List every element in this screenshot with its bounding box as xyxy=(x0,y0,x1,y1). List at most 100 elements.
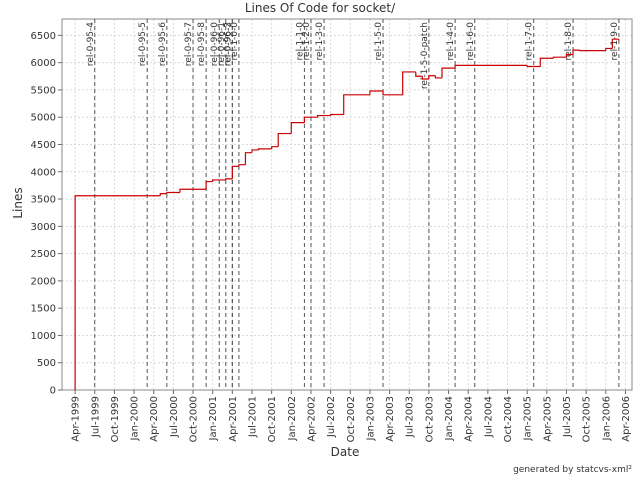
line-step xyxy=(539,57,554,67)
line-step xyxy=(244,152,252,165)
line-step xyxy=(316,114,331,118)
marker-label: rel-0-96-1 xyxy=(217,22,227,66)
y-tick-label: 5500 xyxy=(31,85,56,96)
x-tick-label: Apr-2006 xyxy=(621,396,632,442)
marker-label: rel-0-96-0 xyxy=(210,22,220,66)
x-tick-label: Apr-2005 xyxy=(542,396,553,442)
x-tick-label: Jul-2004 xyxy=(483,396,494,438)
y-tick-label: 4000 xyxy=(31,167,56,178)
marker-label: rel-0-95-5 xyxy=(138,22,148,66)
x-tick-label: Jul-2001 xyxy=(248,396,259,438)
x-tick-label: Jan-2005 xyxy=(523,396,534,441)
line-step xyxy=(251,149,259,153)
line-step xyxy=(605,47,613,51)
line-step xyxy=(402,71,416,95)
line-step xyxy=(277,132,292,147)
marker-label: rel-0-95-8 xyxy=(197,22,207,66)
x-tick-label: Jul-2005 xyxy=(562,396,573,438)
x-tick-label: Apr-2004 xyxy=(464,396,475,442)
marker-label: rel-1-8-0 xyxy=(564,22,574,61)
line-step xyxy=(428,75,436,80)
y-tick-label: 2500 xyxy=(31,249,56,260)
marker-label: rel-0-96-2 xyxy=(223,22,233,66)
marker-label: rel-1-3-0 xyxy=(315,22,325,61)
line-step xyxy=(454,64,528,69)
line-step xyxy=(74,195,161,390)
y-tick-label: 6500 xyxy=(31,31,56,42)
line-step xyxy=(526,65,541,68)
marker-label: rel-1-9-0 xyxy=(610,22,620,61)
x-tick-label: Apr-2002 xyxy=(306,396,317,442)
line-step xyxy=(611,38,619,49)
marker-label: rel-1-2-0 xyxy=(302,22,312,61)
x-tick-label: Oct-2003 xyxy=(424,396,435,442)
x-tick-label: Apr-2003 xyxy=(385,396,396,442)
marker-label: rel-1-1-0 xyxy=(295,22,305,61)
line-step xyxy=(382,91,403,96)
marker-label: rel-1-5-0-patch xyxy=(420,22,430,89)
line-step xyxy=(343,94,370,115)
marker-label: rel-1-0-0 xyxy=(230,22,240,61)
y-tick-label: 500 xyxy=(37,358,56,369)
chart-title: Lines Of Code for socket/ xyxy=(245,1,396,15)
x-tick-label: Jan-2003 xyxy=(365,396,376,441)
line-step xyxy=(159,192,167,196)
x-tick-label: Oct-2000 xyxy=(189,396,200,442)
marker-label: rel-0-95-7 xyxy=(184,22,194,66)
x-tick-label: Jan-2001 xyxy=(208,396,219,441)
marker-label: rel-0-95-4 xyxy=(86,22,96,66)
x-axis-label: Date xyxy=(331,445,360,459)
x-tick-label: Oct-2001 xyxy=(267,396,278,442)
line-step xyxy=(330,113,344,116)
x-tick-label: Apr-1999 xyxy=(71,396,82,442)
x-tick-label: Jan-2002 xyxy=(287,396,298,441)
x-tick-label: Jul-2000 xyxy=(169,396,180,438)
y-axis-label: Lines xyxy=(11,187,25,218)
marker-label: rel-0-95-6 xyxy=(158,22,168,66)
x-tick-label: Apr-2000 xyxy=(149,396,160,442)
line-step xyxy=(552,56,567,59)
line-step xyxy=(238,164,246,167)
x-tick-label: Jan-2004 xyxy=(444,396,455,441)
line-step xyxy=(415,71,423,77)
line-step xyxy=(572,49,580,55)
y-tick-label: 6000 xyxy=(31,58,56,69)
plot-frame xyxy=(61,18,633,391)
line-step xyxy=(212,179,226,182)
y-tick-label: 3500 xyxy=(31,195,56,206)
x-tick-label: Oct-1999 xyxy=(110,396,121,442)
y-tick-label: 2000 xyxy=(31,276,56,287)
x-tick-label: Jul-2003 xyxy=(405,396,416,438)
x-tick-label: Apr-2001 xyxy=(228,396,239,442)
line-step xyxy=(271,146,279,149)
y-tick-label: 4500 xyxy=(31,140,56,151)
marker-label: rel-1-6-0 xyxy=(466,22,476,61)
line-step xyxy=(303,116,318,123)
line-step xyxy=(441,67,456,78)
line-step xyxy=(434,75,442,79)
line-step xyxy=(166,191,180,194)
marker-label: rel-1-5-0 xyxy=(374,22,384,61)
y-tick-label: 1500 xyxy=(31,304,56,315)
x-tick-label: Oct-2004 xyxy=(503,396,514,442)
line-step xyxy=(205,180,213,190)
y-tick-label: 1000 xyxy=(31,331,56,342)
footer: generated by statcvs-xml² xyxy=(513,465,632,475)
x-tick-label: Oct-2002 xyxy=(346,396,357,442)
line-step xyxy=(231,165,239,179)
x-tick-label: Jul-1999 xyxy=(90,396,101,438)
line-step xyxy=(578,50,606,52)
y-tick-label: 0 xyxy=(50,386,56,397)
line-step xyxy=(257,148,272,150)
line-step xyxy=(369,90,384,95)
marker-label: rel-0-96-3 xyxy=(223,22,233,66)
marker-label: rel-1-7-0 xyxy=(525,22,535,61)
y-tick-label: 3000 xyxy=(31,222,56,233)
line-step xyxy=(421,76,429,80)
marker-label: rel-1-4-0 xyxy=(446,22,456,61)
x-tick-label: Jan-2000 xyxy=(130,396,141,441)
x-tick-label: Jul-2002 xyxy=(326,396,337,438)
y-tick-label: 5000 xyxy=(31,113,56,124)
x-tick-label: Oct-2005 xyxy=(582,396,593,442)
